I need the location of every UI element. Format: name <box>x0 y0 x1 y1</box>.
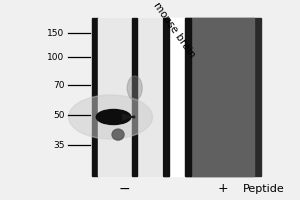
Bar <box>92 18 98 176</box>
Text: 35: 35 <box>53 140 64 149</box>
Text: 70: 70 <box>53 81 64 90</box>
Bar <box>132 18 137 176</box>
Bar <box>163 18 169 176</box>
Bar <box>163 18 169 176</box>
Bar <box>92 18 261 176</box>
Bar <box>184 18 191 176</box>
Ellipse shape <box>96 110 131 124</box>
Bar <box>98 18 163 176</box>
Text: 50: 50 <box>53 110 64 119</box>
Text: 100: 100 <box>47 52 64 62</box>
Text: mouse brain: mouse brain <box>152 0 197 59</box>
Ellipse shape <box>68 95 153 139</box>
Polygon shape <box>123 114 135 120</box>
Text: Peptide: Peptide <box>243 184 285 194</box>
Text: −: − <box>119 182 130 196</box>
Ellipse shape <box>112 129 124 140</box>
Bar <box>184 18 261 176</box>
Text: 150: 150 <box>47 28 64 38</box>
Bar <box>162 18 185 176</box>
Text: +: + <box>218 182 228 196</box>
Ellipse shape <box>127 76 142 100</box>
Bar <box>191 18 254 176</box>
